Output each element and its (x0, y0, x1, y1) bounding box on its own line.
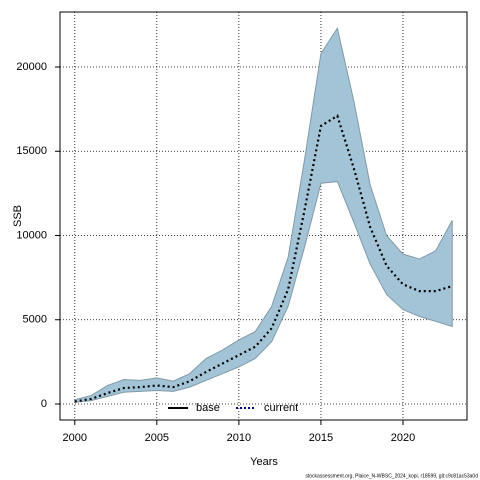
y-tick-label: 0 (41, 398, 47, 410)
x-tick-label: 2020 (391, 432, 415, 444)
x-axis-label: Years (250, 456, 278, 468)
legend-label: base (196, 402, 220, 414)
x-tick-label: 2000 (63, 432, 87, 444)
x-tick-label: 2010 (227, 432, 251, 444)
footer: stockassessment.org, Plaice_N-WBSC_2024_… (305, 473, 478, 479)
y-tick-label: 5000 (23, 314, 47, 326)
y-tick-label: 10000 (16, 229, 47, 241)
x-tick-label: 2005 (145, 432, 169, 444)
confidence-band (74, 26, 453, 403)
plot-frame (59, 11, 468, 421)
y-axis-label: SSB (12, 205, 24, 227)
x-tick-label: 2015 (309, 432, 333, 444)
y-tick-label: 20000 (16, 61, 47, 73)
y-tick-label: 15000 (16, 145, 47, 157)
legend-label: current (264, 402, 298, 414)
